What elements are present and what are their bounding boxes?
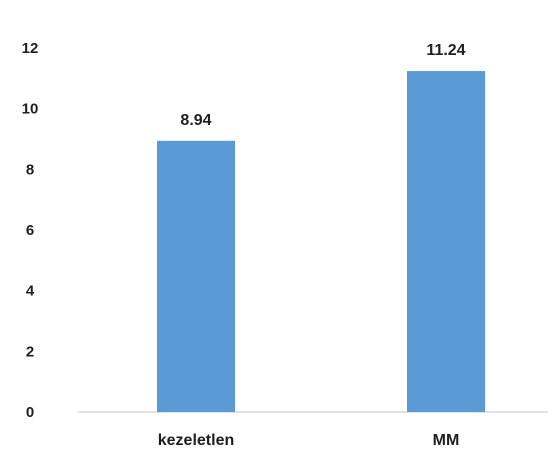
y-tick-label: 6 (26, 222, 34, 239)
y-tick-label: 2 (26, 343, 34, 360)
bar-mm (407, 71, 485, 412)
y-axis-tick-labels: 0 2 4 6 8 10 12 (22, 40, 39, 421)
data-label: 11.24 (426, 42, 465, 59)
x-axis-tick-labels: kezeletlen MM (158, 432, 460, 449)
data-labels: 8.94 11.24 (180, 42, 465, 129)
y-tick-label: 12 (22, 40, 39, 57)
y-tick-label: 0 (26, 404, 34, 421)
x-tick-label: kezeletlen (158, 432, 234, 449)
data-label: 8.94 (180, 112, 211, 129)
y-tick-label: 4 (26, 283, 35, 300)
x-tick-label: MM (433, 432, 460, 449)
y-tick-label: 10 (22, 101, 39, 118)
bars (157, 71, 485, 412)
y-tick-label: 8 (26, 161, 34, 178)
bar-kezeletlen (157, 140, 235, 412)
